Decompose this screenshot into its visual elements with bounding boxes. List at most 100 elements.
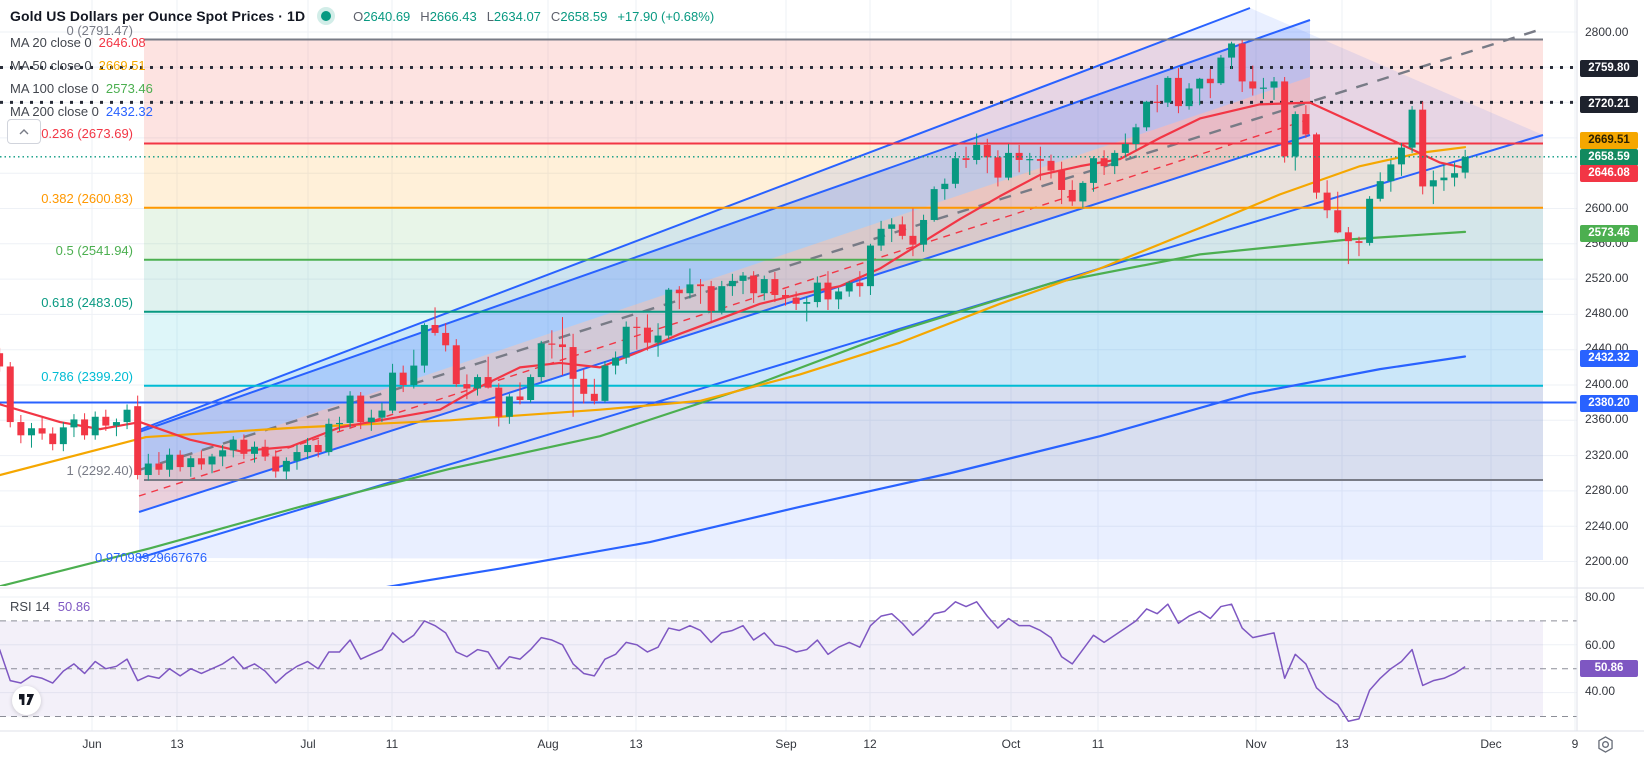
time-axis-label[interactable]: 13 [629, 737, 643, 751]
legend-row-ma200[interactable]: MA 200 close 0 2432.32 [10, 100, 153, 123]
price-axis-label[interactable]: 60.00 [1585, 638, 1616, 652]
price-axis-label[interactable]: 2520.00 [1585, 271, 1629, 285]
candle-body [155, 463, 163, 470]
candle-body [410, 365, 418, 385]
price-axis-badge[interactable]: 2573.46 [1580, 224, 1638, 242]
price-axis-label[interactable]: 2200.00 [1585, 554, 1629, 568]
fib-channel-level-label[interactable]: 0.97098929667676 [95, 550, 208, 565]
candle-body [1036, 159, 1044, 161]
time-axis-label[interactable]: Jun [82, 737, 102, 751]
candle-body [1206, 78, 1214, 84]
price-axis-label[interactable]: 2400.00 [1585, 377, 1629, 391]
candle-body [516, 396, 524, 401]
candle-body [1196, 78, 1204, 89]
chevron-up-icon [19, 128, 29, 134]
price-axis-badge[interactable]: 2646.08 [1580, 164, 1638, 182]
time-axis-label[interactable]: Aug [537, 737, 559, 751]
candle-body [123, 409, 131, 423]
candle-body [590, 393, 598, 401]
price-axis-label[interactable]: 2800.00 [1585, 25, 1629, 39]
price-axis-badge[interactable]: 50.86 [1580, 659, 1638, 677]
time-axis-label[interactable]: Jul [300, 737, 316, 751]
candle-body [824, 282, 832, 300]
candle-body [1451, 173, 1459, 178]
candle-body [888, 224, 896, 229]
price-axis-label[interactable]: 2280.00 [1585, 483, 1629, 497]
rsi-pane [0, 601, 1577, 723]
price-axis-label[interactable]: 2600.00 [1585, 201, 1629, 215]
candle-body [1313, 134, 1320, 193]
price-axis-badge[interactable]: 2669.51 [1580, 131, 1638, 149]
candle-body [728, 280, 736, 287]
price-axis-badge[interactable]: 2720.21 [1580, 95, 1638, 113]
candle-body [1228, 43, 1236, 58]
time-axis-label[interactable]: Nov [1245, 737, 1267, 751]
legend-value: 2573.46 [105, 81, 153, 96]
candle-body [219, 450, 227, 457]
tradingview-logo[interactable] [12, 686, 41, 715]
legend-value: 2669.51 [98, 58, 146, 73]
time-axis-label[interactable]: Sep [775, 737, 797, 751]
price-axis-badge[interactable]: 2658.59 [1580, 148, 1638, 166]
candle-body [1026, 159, 1034, 161]
candle-body [431, 324, 439, 333]
candle-body [973, 144, 981, 160]
legend-row-ma20[interactable]: MA 20 close 0 2646.08 [10, 31, 153, 54]
candle-body [930, 189, 938, 220]
price-axis-label[interactable]: 2240.00 [1585, 519, 1629, 533]
rsi-legend[interactable]: RSI 14 50.86 [10, 599, 90, 614]
candle-body [134, 406, 142, 476]
candle-body [1121, 144, 1129, 153]
candle-body [803, 302, 811, 304]
price-axis-label[interactable]: 80.00 [1585, 590, 1616, 604]
time-axis-label[interactable]: 13 [170, 737, 184, 751]
candle-body [59, 427, 67, 445]
candle-body [866, 245, 874, 287]
price-axis-label[interactable]: 40.00 [1585, 684, 1616, 698]
candle-body [1217, 57, 1225, 84]
candle-body [1164, 77, 1172, 103]
candle-body [548, 343, 556, 345]
time-axis-label[interactable]: 9 [1571, 737, 1579, 751]
candle-body [38, 428, 46, 434]
candle-body [654, 335, 662, 343]
price-axis-label[interactable]: 2320.00 [1585, 448, 1629, 462]
price-axis-badge[interactable]: 2759.80 [1580, 59, 1638, 77]
candle-body [399, 372, 407, 385]
candle-body [813, 282, 821, 303]
time-axis-label[interactable]: Dec [1480, 737, 1502, 751]
collapse-legend-button[interactable] [7, 119, 41, 144]
candle-body [909, 235, 917, 245]
candle-body [739, 275, 747, 281]
candle-body [845, 282, 853, 292]
candle-body [176, 454, 184, 468]
price-axis-badge[interactable]: 2380.20 [1580, 394, 1638, 412]
candle-body [505, 396, 513, 417]
candle-body [1355, 241, 1363, 243]
timezone-settings-button[interactable] [1596, 735, 1616, 755]
candle-body [580, 378, 588, 394]
legend-label: MA 50 close 0 [10, 58, 92, 73]
candle-body [633, 326, 641, 328]
symbol-title[interactable]: Gold US Dollars per Ounce Spot Prices · … [10, 8, 306, 24]
price-axis-label[interactable]: 2360.00 [1585, 412, 1629, 426]
candle-body [601, 365, 609, 401]
candle-body [0, 353, 4, 367]
market-status-icon [321, 11, 332, 21]
legend-row-ma100[interactable]: MA 100 close 0 2573.46 [10, 77, 153, 100]
candles [0, 39, 1469, 481]
candle-body [920, 219, 928, 245]
candle-body [272, 456, 280, 472]
price-axis-label[interactable]: 2480.00 [1585, 306, 1629, 320]
candle-body [1270, 81, 1278, 88]
time-axis-label[interactable]: 11 [1091, 737, 1105, 751]
time-axis-label[interactable]: 12 [863, 737, 877, 751]
time-axis-label[interactable]: 13 [1335, 737, 1349, 751]
candle-body [1153, 101, 1161, 103]
time-axis-label[interactable]: Oct [1001, 737, 1021, 751]
legend-row-ma50[interactable]: MA 50 close 0 2669.51 [10, 54, 153, 77]
price-axis-badge[interactable]: 2432.32 [1580, 349, 1638, 367]
time-axis-label[interactable]: 11 [385, 737, 399, 751]
